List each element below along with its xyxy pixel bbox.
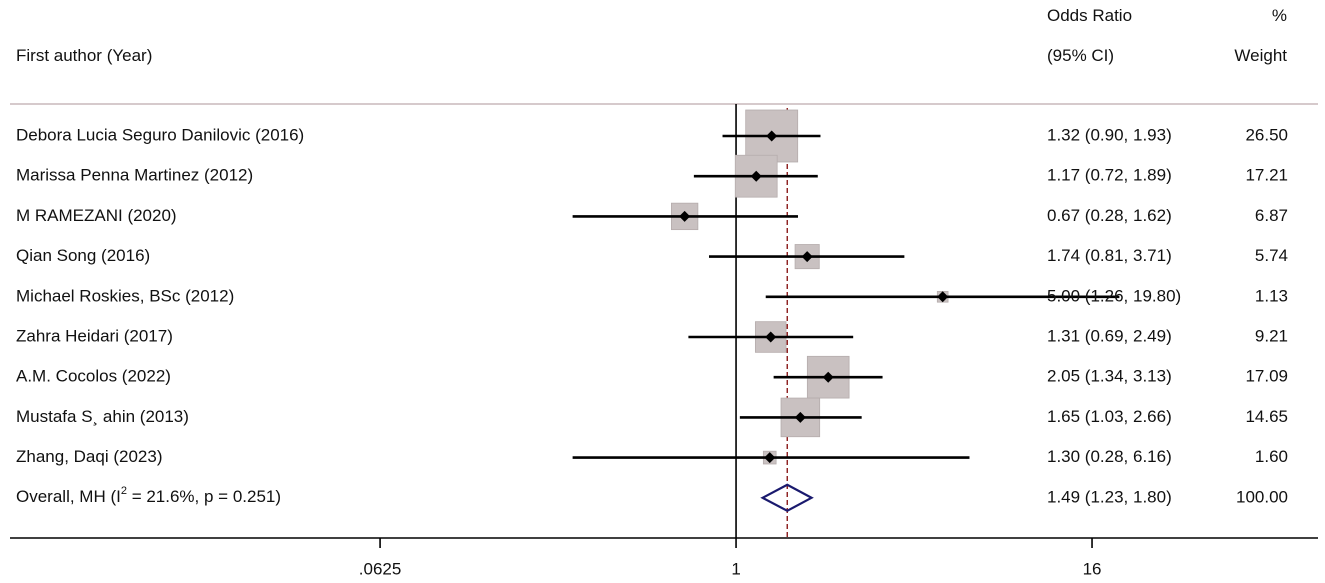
overall-weight-text: 100.00 xyxy=(1236,487,1288,506)
header-weight-label: Weight xyxy=(1234,46,1287,65)
overall-diamond xyxy=(760,483,814,513)
header-or-label: Odds Ratio xyxy=(1047,6,1133,25)
study-ci-text: 5.00 (1.26, 19.80) xyxy=(1047,286,1181,305)
point-estimate xyxy=(794,411,806,423)
study-weight-text: 14.65 xyxy=(1245,407,1288,426)
study-ci-text: 1.65 (1.03, 2.66) xyxy=(1047,407,1172,426)
point-estimate xyxy=(766,130,778,142)
study-label: Debora Lucia Seguro Danilovic (2016) xyxy=(16,125,304,144)
study-weight-text: 1.13 xyxy=(1255,286,1288,305)
study-label: Michael Roskies, BSc (2012) xyxy=(16,286,234,305)
point-estimate xyxy=(679,210,691,222)
study-label: Zahra Heidari (2017) xyxy=(16,326,173,345)
study-ci-text: 1.31 (0.69, 2.49) xyxy=(1047,326,1172,345)
study-ci-text: 0.67 (0.28, 1.62) xyxy=(1047,206,1172,225)
point-estimate xyxy=(750,170,762,182)
x-tick-label: 1 xyxy=(731,559,740,578)
study-label: Mustafa S¸ ahin (2013) xyxy=(16,407,189,426)
header-percent-label: % xyxy=(1271,6,1287,25)
header-study-label: First author (Year) xyxy=(16,46,153,65)
overall-ci-text: 1.49 (1.23, 1.80) xyxy=(1047,487,1172,506)
study-label: Zhang, Daqi (2023) xyxy=(16,447,162,466)
x-tick-label: .0625 xyxy=(359,559,402,578)
overall-label: Overall, MH (I2 = 21.6%, p = 0.251) xyxy=(16,485,281,507)
study-label: Qian Song (2016) xyxy=(16,246,150,265)
study-ci-text: 2.05 (1.34, 3.13) xyxy=(1047,367,1172,386)
study-label: A.M. Cocolos (2022) xyxy=(16,367,171,386)
study-ci-text: 1.30 (0.28, 6.16) xyxy=(1047,447,1172,466)
study-weight-text: 17.09 xyxy=(1245,367,1288,386)
point-estimate xyxy=(822,371,834,383)
study-label: M RAMEZANI (2020) xyxy=(16,206,177,225)
study-weight-text: 5.74 xyxy=(1255,246,1288,265)
point-estimate xyxy=(937,291,949,303)
header-ci-label: (95% CI) xyxy=(1047,46,1115,65)
study-weight-text: 17.21 xyxy=(1245,166,1288,185)
study-ci-text: 1.17 (0.72, 1.89) xyxy=(1047,166,1172,185)
point-estimate xyxy=(764,452,776,464)
study-label: Marissa Penna Martinez (2012) xyxy=(16,166,253,185)
x-tick-label: 16 xyxy=(1083,559,1102,578)
point-estimate xyxy=(765,331,777,343)
study-weight-text: 1.60 xyxy=(1255,447,1288,466)
study-ci-text: 1.32 (0.90, 1.93) xyxy=(1047,125,1172,144)
study-ci-text: 1.74 (0.81, 3.71) xyxy=(1047,246,1172,265)
study-weight-text: 6.87 xyxy=(1255,206,1288,225)
point-estimate xyxy=(801,251,813,263)
study-weight-text: 26.50 xyxy=(1245,125,1288,144)
study-weight-text: 9.21 xyxy=(1255,326,1288,345)
